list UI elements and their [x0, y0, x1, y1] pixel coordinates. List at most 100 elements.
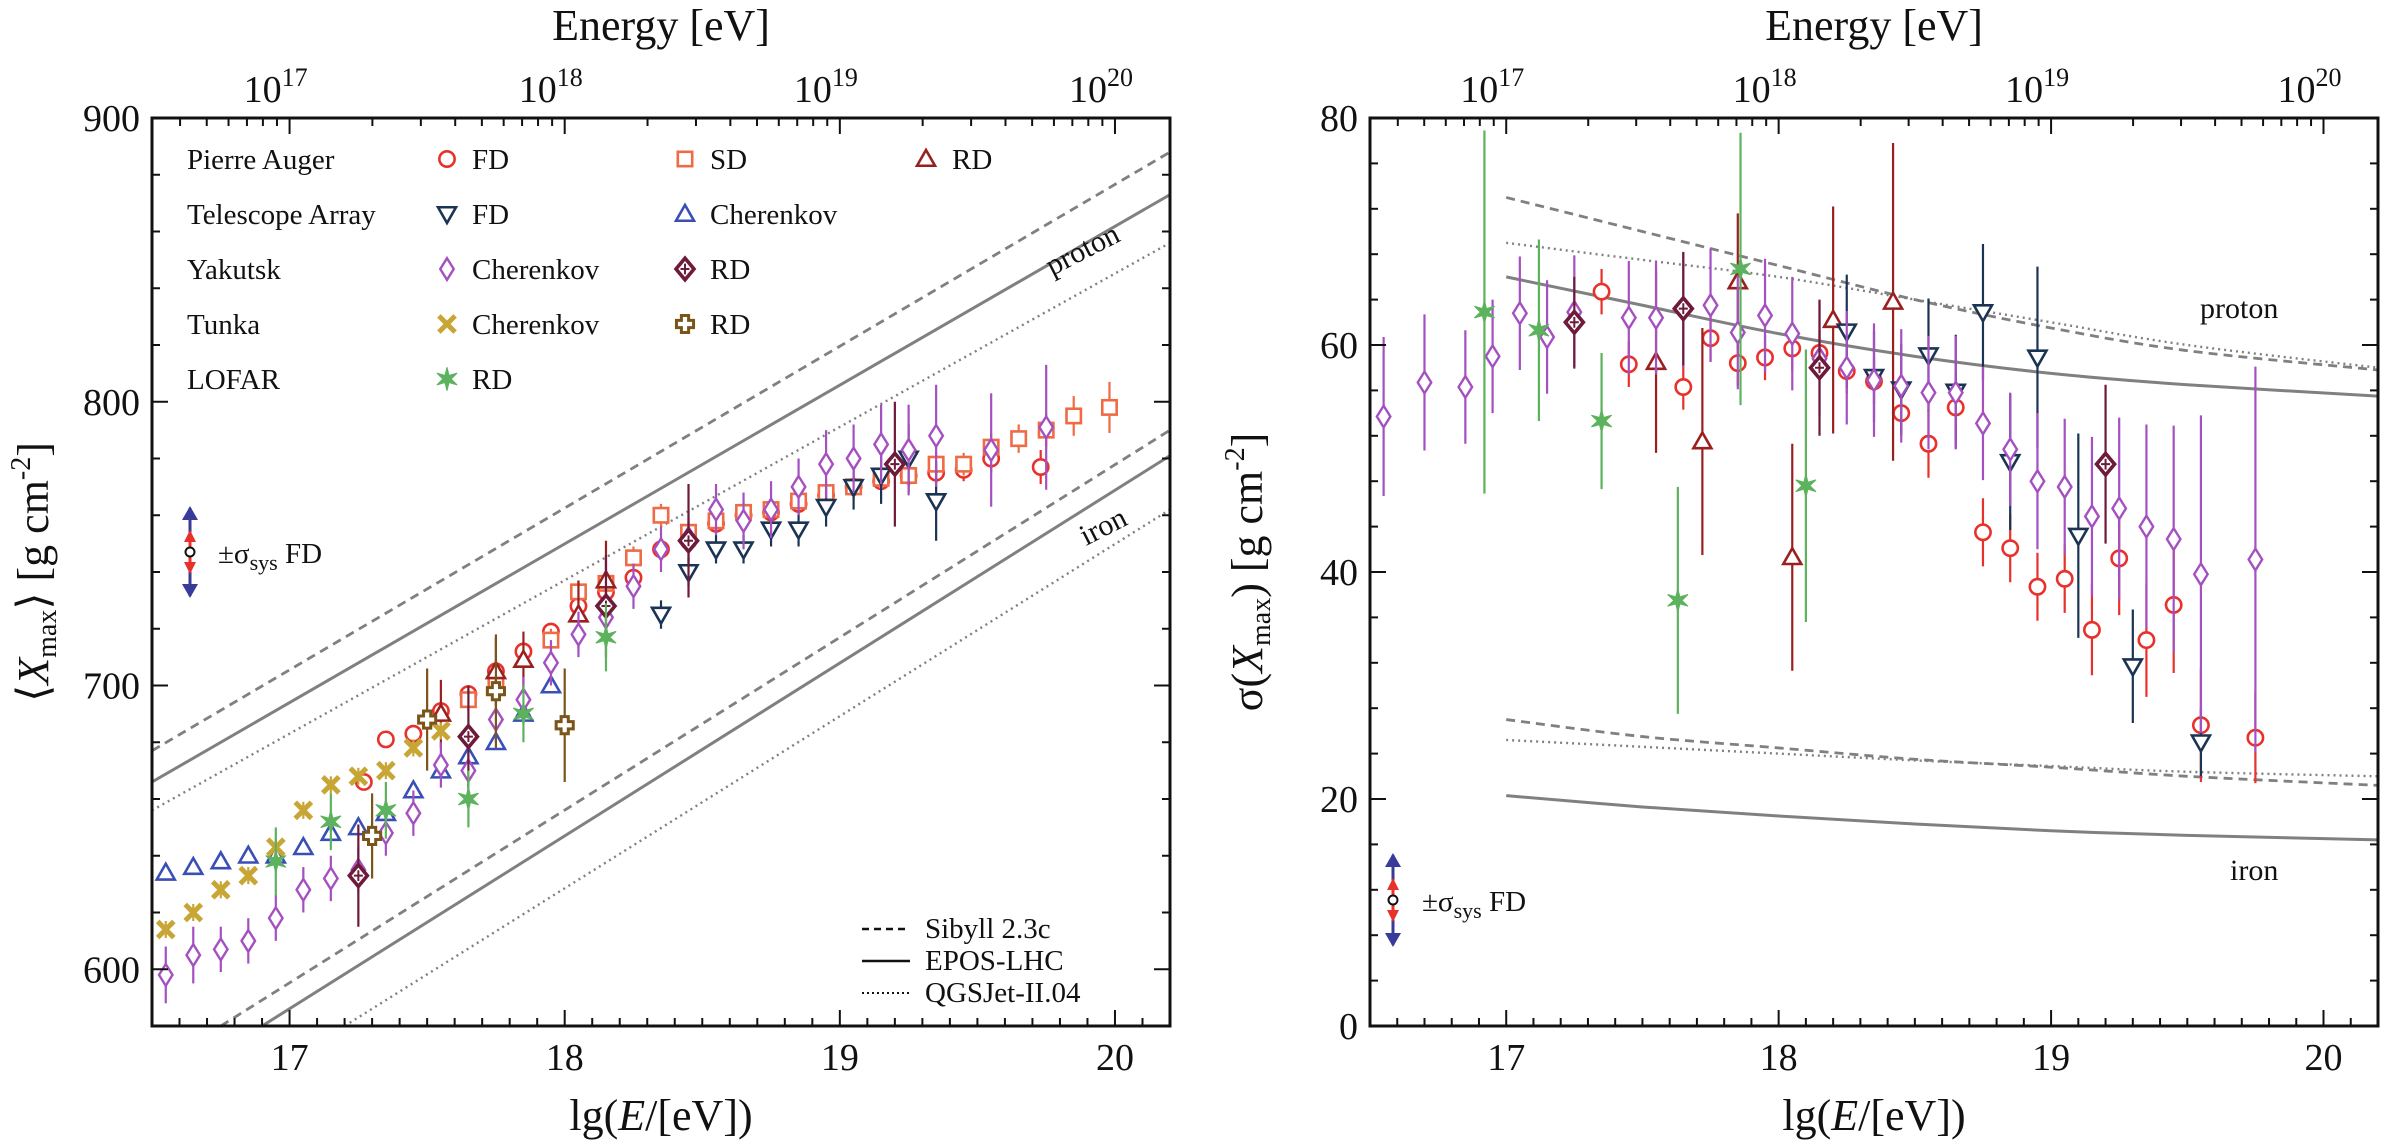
L-point-yakutsk_ch	[1038, 364, 1055, 490]
R-point-auger_rd	[1881, 142, 1905, 461]
R-point-yakutsk_ch	[1416, 314, 1433, 451]
L-point-auger_sd	[1065, 396, 1083, 436]
legend-auger-fd: FD	[472, 144, 509, 176]
legend-marker-auger_rd	[914, 147, 938, 168]
legend-exp-auger: Pierre Auger	[187, 144, 335, 176]
L-point-yakutsk_ch	[432, 742, 450, 788]
L-point-yakutsk_ch	[157, 946, 174, 1004]
L-point-lofar_rd	[375, 781, 397, 839]
L-point-yakutsk_ch	[240, 918, 257, 964]
legend-marker-tunka_rd	[674, 313, 696, 335]
L-point-auger_fd	[1031, 449, 1050, 485]
R-x-tick-label: 17	[1487, 1037, 1525, 1079]
R-point-yakutsk_ch	[1702, 248, 1719, 363]
L-point-auger_sd	[652, 503, 670, 527]
L-model-iron-qgsjet	[343, 508, 1170, 1026]
L-point-lofar_rd	[320, 793, 342, 851]
right-data-points	[1375, 130, 2265, 784]
R-point-yakutsk_ch	[2083, 436, 2101, 596]
L-series-yakutsk_rd	[347, 401, 907, 927]
L-x-tick-label: 17	[271, 1037, 309, 1079]
legend-yakutsk-rd: RD	[710, 254, 750, 286]
left-bottom-axis-title: lg(E/[eV])	[569, 1091, 752, 1140]
R-series-lofar_rd	[1473, 130, 1817, 714]
legend-marker-ta_ch	[673, 202, 697, 223]
R-x-tick-label: 20	[2305, 1037, 2343, 1079]
R-point-yakutsk_ch	[2247, 366, 2264, 753]
L-point-ta_fd	[704, 535, 728, 564]
right-model-lines	[1505, 196, 2378, 842]
left-sys-indicator: ±σsys FD	[182, 506, 322, 598]
legend-exp-yakutsk: Yakutsk	[187, 254, 281, 286]
R-point-yakutsk_ch	[1647, 261, 1665, 375]
legend-marker-yakutsk_ch	[438, 255, 456, 283]
legend-model-epos: EPOS-LHC	[925, 945, 1064, 977]
R-point-yakutsk_rd	[2094, 384, 2117, 544]
L-series-tunka_rd	[362, 634, 575, 879]
legend-marker-ta_fd	[435, 205, 459, 226]
L-series-lofar_rd	[265, 603, 617, 896]
L-top-tick-label: 1017	[244, 63, 308, 111]
L-point-tunka_rd	[362, 793, 383, 879]
R-point-lofar_rd	[1473, 130, 1495, 494]
R-point-ta_fd	[2067, 433, 2090, 638]
L-point-tunka_rd	[485, 634, 506, 748]
L-y-tick-label: 900	[83, 98, 140, 140]
right-y-axis-title: σ(Xmax) [g cm-2]	[1220, 433, 1277, 712]
L-point-tunka_ch	[431, 721, 451, 741]
R-point-auger_fd	[1592, 268, 1611, 315]
L-point-yakutsk_ch	[185, 926, 202, 984]
L-point-yakutsk_ch	[322, 855, 340, 902]
R-point-yakutsk_ch	[1375, 337, 1392, 496]
L-point-yakutsk_rd	[347, 824, 370, 927]
L-point-yakutsk_ch	[570, 611, 587, 658]
legend-marker-tunka_ch	[437, 314, 457, 334]
R-point-auger_fd	[2082, 584, 2101, 676]
R-top-tick-label: 1019	[2005, 63, 2069, 111]
L-model-proton-epos	[152, 193, 1170, 784]
L-point-yakutsk_ch	[790, 458, 807, 516]
L-point-ta_ch	[237, 844, 260, 864]
R-point-yakutsk_ch	[1920, 335, 1937, 450]
L-point-auger_sd	[1100, 381, 1118, 433]
R-point-yakutsk_ch	[1756, 258, 1774, 373]
R-point-auger_fd	[1974, 498, 1992, 567]
R-point-yakutsk_ch	[1838, 310, 1855, 425]
L-top-tick-label: 1019	[794, 63, 858, 111]
L-model-iron-epos	[261, 454, 1170, 1026]
R-series-auger_rd	[1644, 142, 1905, 671]
R-point-yakutsk_ch	[1784, 276, 1801, 391]
L-point-tunka_rd	[554, 668, 575, 782]
R-point-ta_fd	[1971, 243, 1995, 381]
left-iron-label: iron	[1074, 501, 1132, 552]
L-point-tunka_ch	[210, 879, 231, 900]
L-point-tunka_ch	[293, 800, 314, 821]
R-top-tick-label: 1018	[1733, 63, 1797, 111]
R-point-yakutsk_ch	[2056, 418, 2073, 555]
R-x-tick-label: 19	[2032, 1037, 2070, 1079]
left-top-axis-title: Energy [eV]	[552, 1, 770, 50]
left-legend: Pierre Auger Telescope Array Yakutsk Tun…	[187, 144, 992, 396]
L-point-yakutsk_ch	[212, 926, 229, 973]
R-top-tick-label: 1020	[2278, 63, 2342, 111]
R-model-proton-epos	[1505, 275, 2378, 398]
L-point-auger_fd	[404, 724, 423, 743]
R-point-yakutsk_ch	[1974, 366, 1992, 481]
R-point-yakutsk_ch	[2029, 413, 2046, 550]
R-point-yakutsk_rd	[1671, 251, 1695, 366]
L-point-tunka_ch	[183, 902, 204, 923]
R-model-iron-sibyll	[1506, 718, 2378, 787]
R-point-yakutsk_ch	[1947, 335, 1964, 450]
R-point-yakutsk_ch	[2165, 425, 2182, 653]
R-y-tick-label: 20	[1320, 779, 1358, 821]
L-point-ta_ch	[154, 861, 177, 881]
R-point-auger_rd	[1691, 327, 1714, 555]
legend-tunka-rd: RD	[710, 309, 750, 341]
R-point-auger_rd	[1781, 443, 1804, 671]
R-point-yakutsk_ch	[1511, 256, 1529, 370]
legend-ta-fd: FD	[472, 199, 509, 231]
L-point-ta_ch	[292, 835, 315, 856]
R-y-tick-label: 60	[1320, 325, 1358, 367]
L-point-yakutsk_ch	[817, 430, 835, 499]
right-bottom-axis-title: lg(E/[eV])	[1782, 1091, 1965, 1140]
